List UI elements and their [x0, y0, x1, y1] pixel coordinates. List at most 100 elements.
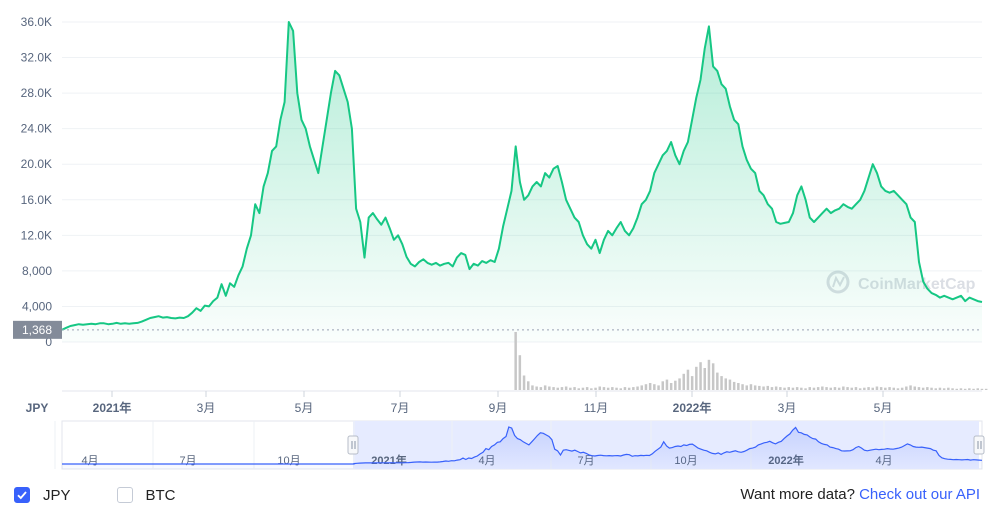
api-link[interactable]: Check out our API: [859, 486, 980, 503]
volume-bar: [594, 387, 597, 390]
volume-bar: [518, 355, 522, 390]
volume-bar: [825, 387, 828, 390]
volume-bar: [615, 387, 618, 390]
volume-bar: [905, 386, 908, 390]
volume-bar: [758, 385, 761, 390]
volume-bar: [569, 387, 572, 390]
volume-bar: [644, 384, 648, 390]
x-tick-label: 3月: [778, 401, 797, 415]
volume-bar: [602, 387, 606, 390]
volume-bar: [527, 381, 530, 390]
x-tick-label: 9月: [489, 401, 508, 415]
volume-bar: [972, 388, 975, 390]
volume-bar: [837, 387, 841, 390]
volume-bar: [686, 369, 690, 390]
checkbox-unchecked-icon[interactable]: [116, 487, 133, 503]
volume-bar: [690, 376, 694, 390]
volume-bar: [531, 385, 534, 390]
volume-bar: [800, 387, 803, 390]
volume-bar: [858, 388, 862, 390]
volume-bar: [875, 386, 879, 390]
x-tick-label: 7月: [391, 401, 410, 415]
volume-bar: [879, 387, 883, 390]
navigator-right-handle[interactable]: [973, 435, 985, 455]
volume-bar: [543, 385, 547, 390]
volume-bar: [590, 388, 593, 390]
legend-label-jpy: JPY: [43, 486, 71, 504]
volume-bar: [728, 379, 732, 390]
x-tick-label: 11月: [584, 401, 608, 415]
volume-bar: [934, 388, 937, 390]
volume-bar: [984, 388, 988, 390]
volume-bar: [745, 385, 748, 390]
volume-bar: [653, 384, 656, 390]
volume-bar: [522, 375, 526, 390]
volume-bar: [724, 378, 727, 390]
x-tick-label: 2022年: [673, 400, 712, 415]
volume-bar: [539, 387, 543, 390]
volume-bar: [900, 387, 904, 390]
volume-bar: [657, 385, 660, 390]
volume-bar: [842, 386, 845, 390]
volume-bar: [779, 387, 782, 390]
volume-bar: [913, 386, 916, 390]
volume-bar: [938, 387, 942, 390]
volume-bar: [766, 385, 769, 390]
navigator-area: [62, 427, 982, 469]
volume-bar: [585, 387, 589, 390]
volume-bar: [926, 387, 929, 390]
legend-label-btc: BTC: [145, 486, 176, 504]
volume-bar: [741, 384, 744, 390]
volume-bar: [619, 388, 622, 390]
volume-bar: [774, 386, 778, 390]
volume-bar: [661, 381, 664, 390]
volume-bar: [703, 368, 706, 390]
x-tick-label: 5月: [295, 401, 314, 415]
volume-bar: [682, 373, 685, 390]
volume-bar: [749, 384, 753, 390]
navigator-left-handle[interactable]: [347, 435, 359, 455]
volume-bar: [833, 387, 837, 390]
volume-bar: [951, 388, 954, 390]
volume-bar: [711, 363, 715, 390]
volume-bar: [963, 388, 967, 390]
volume-bar: [829, 387, 832, 390]
y-tick-label: 16.0K: [21, 193, 52, 207]
navigator[interactable]: 4月7月10月2021年4月7月10月2022年4月: [54, 420, 985, 470]
legend-item-jpy[interactable]: JPY: [14, 487, 71, 504]
y-tick-label: 28.0K: [21, 86, 52, 100]
volume-bar: [669, 383, 673, 390]
volume-bar: [942, 388, 946, 390]
volume-bar: [695, 366, 698, 390]
volume-bar: [632, 387, 635, 390]
legend-item-btc[interactable]: BTC: [116, 486, 176, 504]
volume-bar: [678, 378, 681, 390]
volume-bar: [968, 388, 971, 390]
volume-bar: [846, 387, 849, 390]
price-line: [61, 21, 983, 331]
navigator-line: [62, 426, 983, 465]
volume-bar: [850, 387, 853, 390]
volume-bar: [787, 387, 790, 390]
checkbox-checked-icon[interactable]: [14, 487, 30, 503]
volume-bar: [535, 386, 538, 390]
volume-bar: [573, 387, 576, 390]
volume-bar: [854, 387, 858, 390]
volume-bar: [770, 387, 774, 390]
volume-bar: [909, 385, 912, 390]
current-price-badge: 1,368: [13, 320, 62, 339]
volume-bar: [623, 387, 627, 390]
volume-bar: [921, 387, 925, 390]
volume-bar: [548, 386, 551, 390]
current-price-label: 1,368: [22, 323, 52, 337]
price-area: [62, 22, 982, 342]
y-tick-label: 24.0K: [21, 122, 52, 136]
api-prompt-text: Want more data?: [740, 486, 855, 503]
volume-bar: [804, 388, 807, 390]
volume-bar: [863, 387, 866, 390]
volume-bar: [720, 376, 723, 390]
volume-bar: [640, 385, 643, 390]
y-tick-label: 8,000: [22, 264, 52, 278]
volume-bars: [514, 332, 988, 390]
